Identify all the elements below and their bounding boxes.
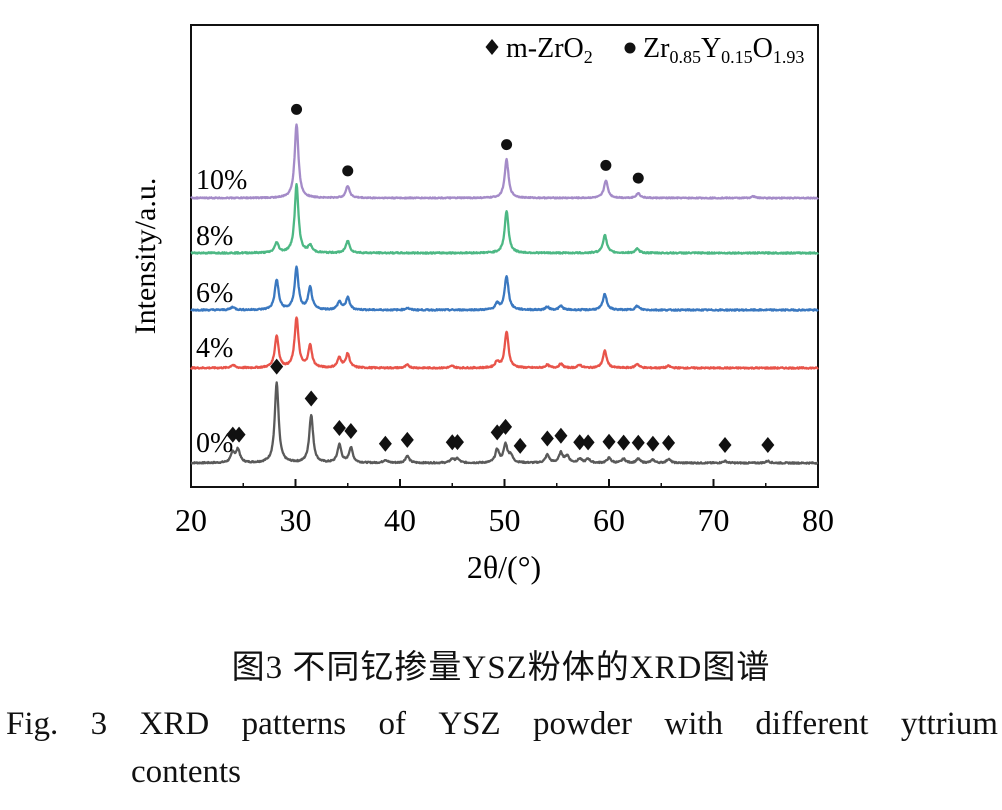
x-tick-label: 40: [384, 502, 416, 538]
diamond-marker: [499, 418, 513, 435]
caption-english: Fig. 3 XRD patterns of YSZ powder with different…: [6, 700, 998, 796]
diamond-marker: [513, 437, 527, 454]
y-axis-label: Intensity/a.u.: [129, 178, 162, 335]
x-tick-label: 60: [593, 502, 625, 538]
caption-word: of: [378, 706, 406, 742]
diamond-marker: [554, 427, 568, 444]
circle-marker: [600, 159, 612, 171]
series-label: 8%: [196, 221, 233, 252]
diamond-marker: [646, 435, 660, 452]
diamond-marker: [344, 423, 358, 440]
caption-word: with: [664, 706, 724, 742]
diamond-marker: [332, 419, 346, 436]
series-label: 0%: [196, 428, 233, 459]
diamond-marker: [581, 434, 595, 451]
diamond-marker: [602, 433, 616, 450]
series-line-8pct: [190, 182, 820, 255]
diamond-marker: [662, 434, 676, 451]
caption-word: YSZ: [438, 706, 501, 742]
diamond-marker: [232, 426, 246, 443]
caption-word: 3: [90, 706, 108, 742]
caption-word: Fig.: [6, 706, 59, 742]
diamond-marker: [450, 434, 464, 451]
series-label: 4%: [196, 333, 233, 364]
caption-word: yttrium: [900, 706, 998, 742]
legend-label-m-zro2: m-ZrO2: [506, 33, 593, 67]
legend-circle-marker: [624, 42, 636, 54]
diamond-marker: [631, 434, 645, 451]
diamond-marker: [718, 436, 732, 453]
caption-chinese: 图3 不同钇掺量YSZ粉体的XRD图谱: [231, 650, 771, 686]
diamond-marker: [617, 434, 631, 451]
caption-english-line2: contents: [131, 754, 241, 790]
diamond-marker: [304, 390, 318, 407]
series-line-6pct: [190, 265, 819, 312]
series-label: 10%: [196, 165, 247, 196]
diamond-marker: [540, 430, 554, 447]
x-tick-label: 50: [489, 502, 521, 538]
x-axis-label: 2θ/(°): [467, 549, 541, 585]
x-tick-label: 80: [802, 502, 834, 538]
caption-word: powder: [533, 706, 632, 742]
legend-diamond-marker: [485, 39, 499, 55]
series-line-4pct: [189, 316, 819, 370]
series-label: 6%: [196, 278, 233, 309]
xrd-chart: 20 30 40 50 60 70 80 2θ/(°) Intensity/a.u. 0% 4% 6%…: [129, 24, 834, 585]
caption-word: patterns: [241, 706, 347, 742]
diamond-marker: [761, 436, 775, 453]
circle-marker: [342, 165, 354, 177]
diamond-marker: [270, 358, 284, 375]
caption-word: different: [755, 706, 869, 742]
x-tick-label: 70: [698, 502, 730, 538]
series-line-0pct: [190, 381, 819, 465]
caption-word: XRD: [139, 706, 210, 742]
circle-marker: [501, 139, 513, 151]
diamond-marker: [400, 431, 414, 448]
caption-english-line1: Fig. 3 XRD patterns of YSZ powder with different…: [6, 700, 998, 748]
x-tick-label: 20: [175, 502, 207, 538]
legend-label-ysz: Zr0.85Y0.15O1.93: [643, 33, 804, 67]
circle-marker: [632, 172, 644, 184]
circle-marker: [291, 103, 303, 115]
x-tick-label: 30: [280, 502, 312, 538]
plot-frame: [190, 24, 819, 488]
series-line-10pct: [190, 123, 819, 200]
diamond-marker: [573, 434, 587, 451]
diamond-marker: [378, 435, 392, 452]
